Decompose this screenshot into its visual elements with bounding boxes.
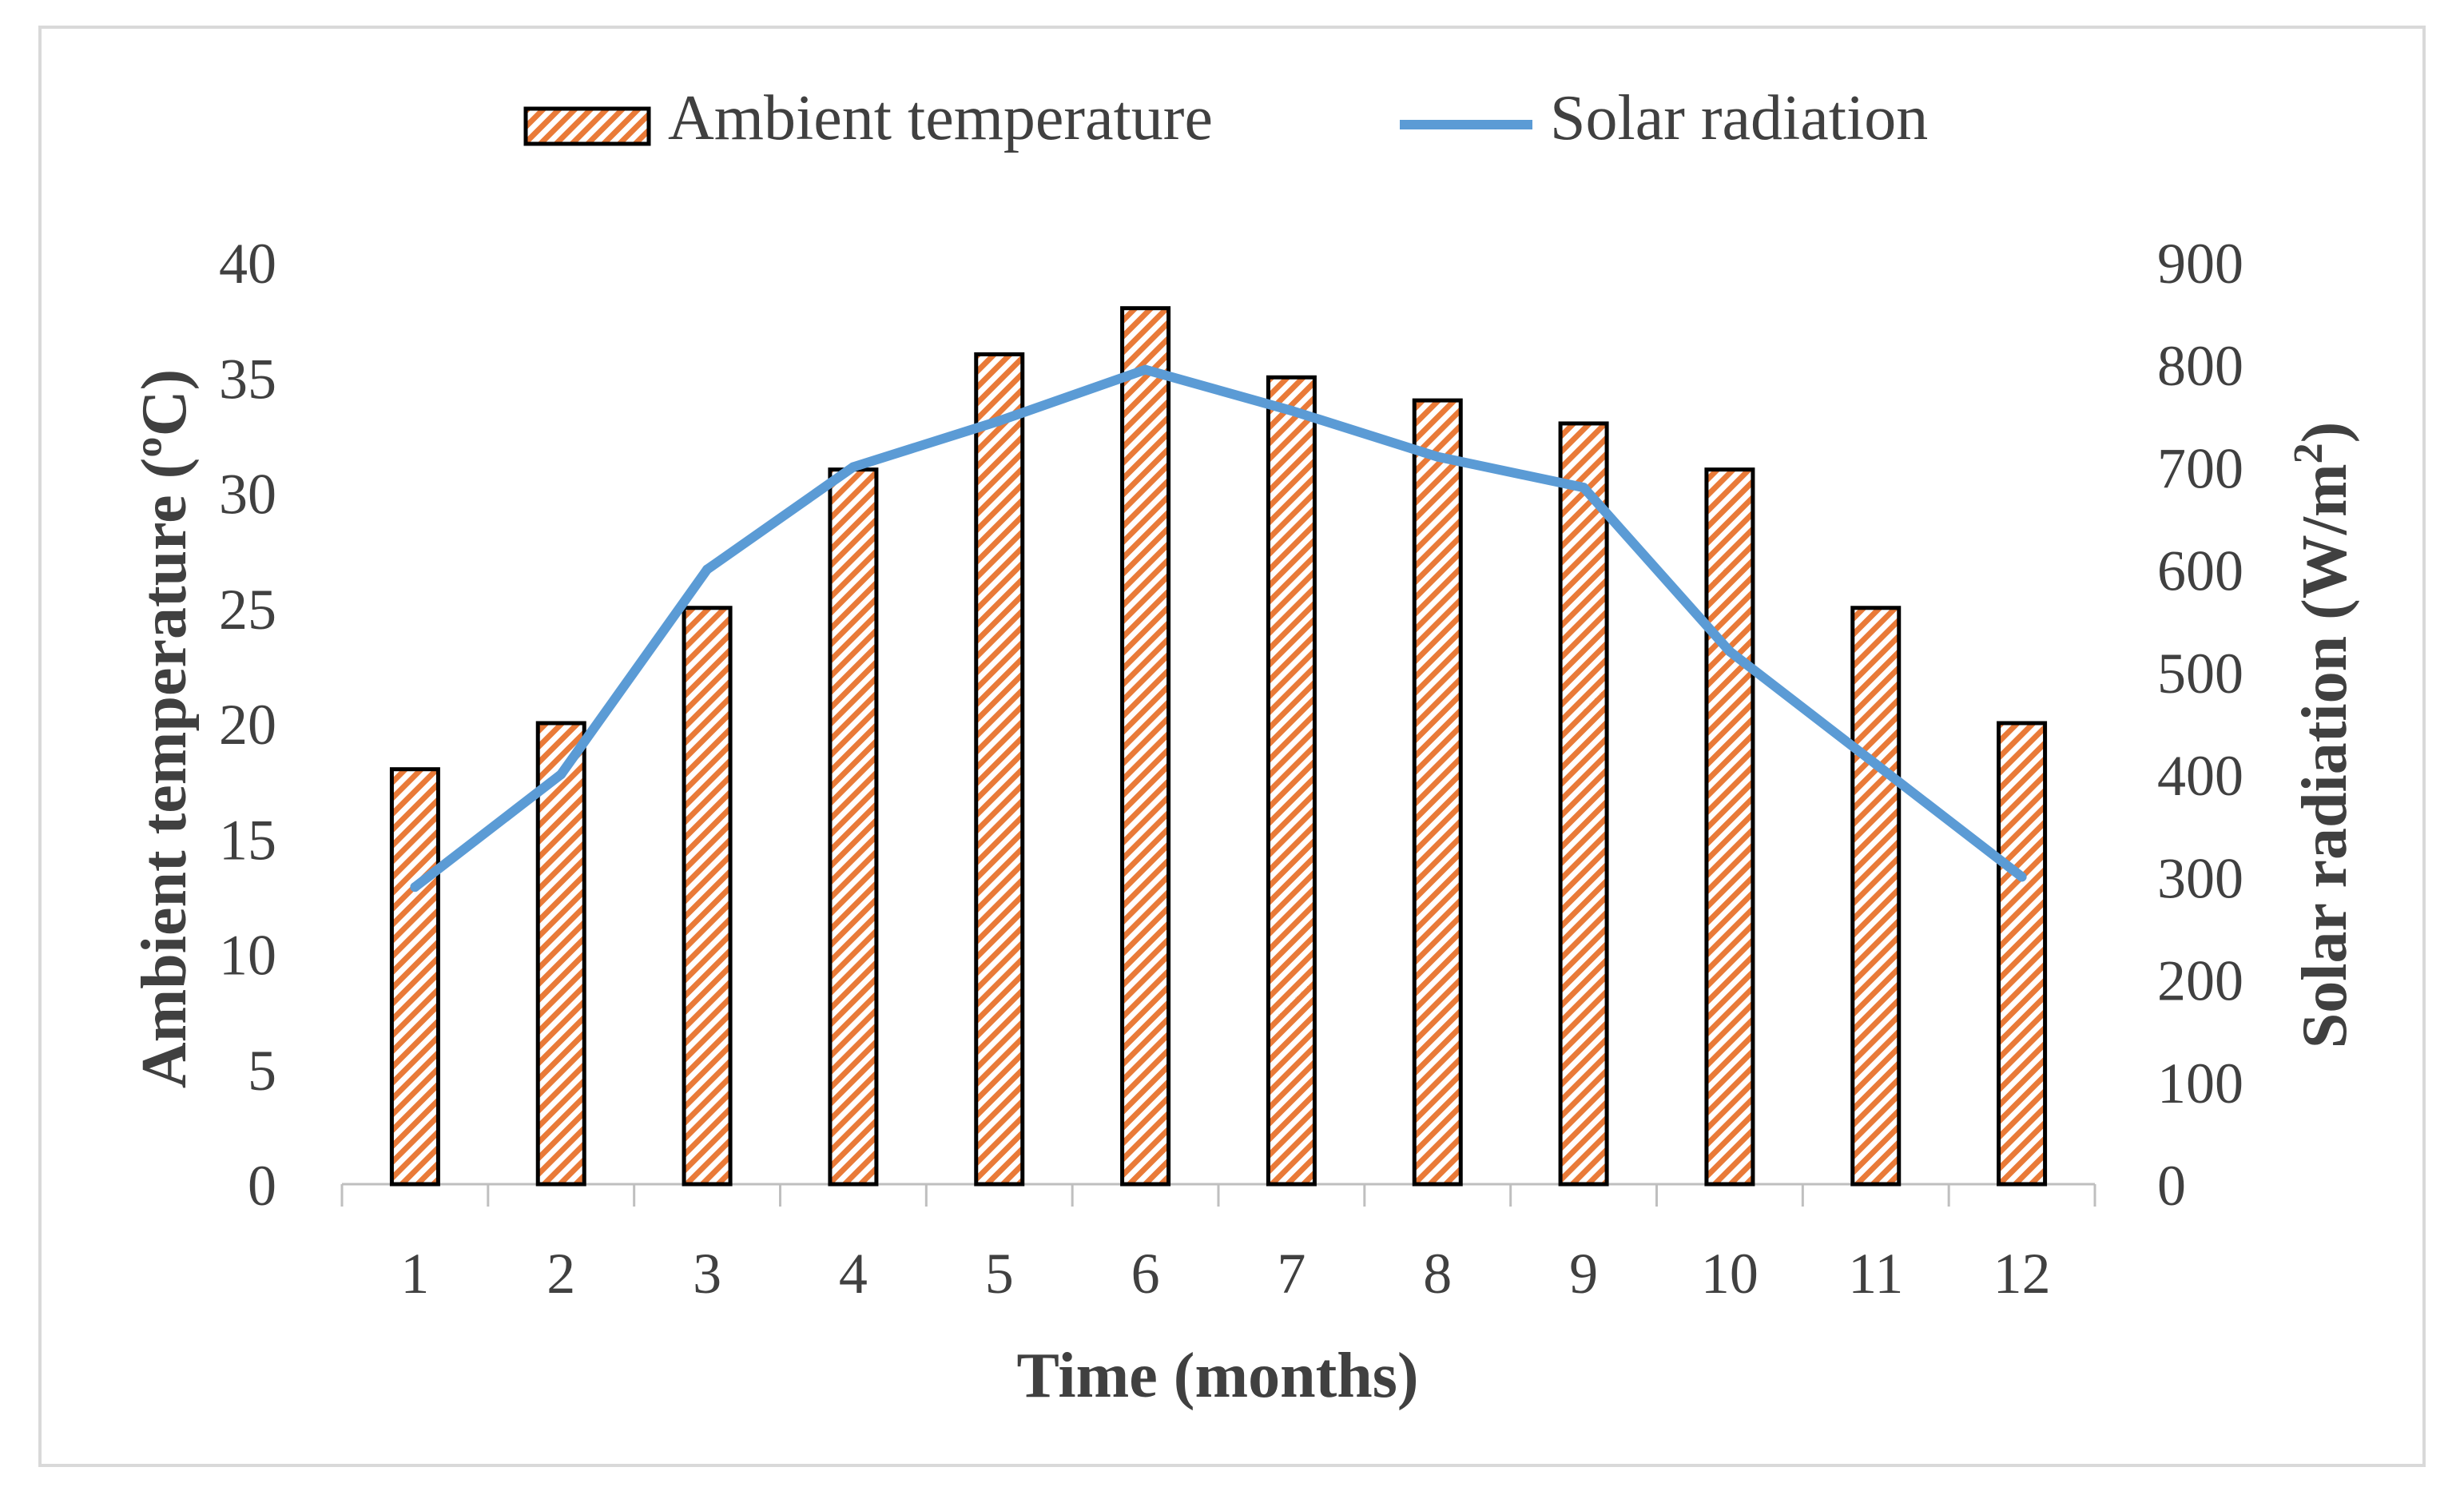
y-left-tick-label: 15 [219, 808, 276, 872]
axes [340, 1183, 2096, 1207]
y-right-tick-label: 800 [2157, 334, 2243, 398]
bar-ambient-temperature-month-9 [1558, 421, 1609, 1187]
point-solar-radiation-month-6 [1140, 364, 1151, 375]
bar-ambient-temperature-month-8 [1412, 398, 1463, 1187]
x-tick-label: 6 [1131, 1242, 1160, 1306]
x-tick-label: 12 [1993, 1242, 2051, 1306]
x-tick-label: 10 [1701, 1242, 1759, 1306]
point-solar-radiation-month-2 [556, 769, 566, 780]
tick-labels: 1 2 3 4 5 6 7 8 9 10 11 120510152025303540010020030… [219, 232, 2243, 1306]
y-left-tick-label: 25 [219, 578, 276, 642]
y-right-tick-label: 300 [2157, 846, 2243, 910]
bar-ambient-temperature-month-12 [1997, 721, 2048, 1187]
y-axis-left-title: Ambient temperature (ºC) [129, 369, 200, 1088]
y-left-tick-label: 35 [219, 347, 276, 411]
y-left-tick-label: 5 [248, 1039, 276, 1103]
y-left-tick-label: 10 [219, 924, 276, 988]
x-tick-label: 7 [1277, 1242, 1306, 1306]
chart-frame [38, 26, 2426, 1467]
point-solar-radiation-month-3 [702, 564, 713, 575]
y-right-tick-label: 100 [2157, 1052, 2243, 1115]
point-solar-radiation-month-5 [994, 415, 1004, 426]
x-tick-label: 8 [1423, 1242, 1452, 1306]
x-tick-label: 3 [693, 1242, 721, 1306]
legend-swatch-ambient-temperature [523, 106, 651, 146]
x-tick-label: 2 [546, 1242, 575, 1306]
line-series-solar-radiation [410, 364, 2027, 893]
bar-ambient-temperature-month-4 [828, 467, 879, 1187]
x-axis-title: Time (months) [1017, 1341, 1419, 1411]
y-axis-right-title: Solar radiation (W/m2) [2286, 422, 2360, 1049]
y-right-tick-label: 900 [2157, 232, 2243, 296]
point-solar-radiation-month-12 [2017, 872, 2027, 882]
y-right-tick-label: 700 [2157, 436, 2243, 500]
bar-ambient-temperature-month-5 [974, 352, 1025, 1187]
legend-label-ambient-temperature: Ambient temperature [668, 83, 1213, 153]
x-tick-label: 11 [1848, 1242, 1903, 1306]
y-right-tick-label: 200 [2157, 949, 2243, 1013]
x-tick-label: 1 [400, 1242, 429, 1306]
y-axis-right-title-superscript: 2 [2286, 443, 2331, 463]
bar-ambient-temperature-month-1 [389, 767, 440, 1187]
y-left-tick-label: 20 [219, 693, 276, 757]
legend-label-solar-radiation: Solar radiation [1550, 83, 1928, 153]
x-tick-label: 5 [985, 1242, 1014, 1306]
bar-series-ambient-temperature [389, 306, 2048, 1187]
y-left-tick-label: 0 [248, 1154, 276, 1218]
point-solar-radiation-month-7 [1286, 405, 1297, 415]
y-right-tick-label: 400 [2157, 744, 2243, 808]
line-solar-radiation [410, 364, 2027, 893]
point-solar-radiation-month-4 [848, 462, 858, 472]
point-solar-radiation-month-10 [1724, 646, 1735, 657]
bar-ambient-temperature-month-11 [1850, 606, 1902, 1187]
point-solar-radiation-month-11 [1870, 759, 1881, 769]
bar-ambient-temperature-month-10 [1704, 467, 1755, 1187]
x-tick-label: 9 [1569, 1242, 1598, 1306]
y-right-tick-label: 600 [2157, 539, 2243, 603]
point-solar-radiation-month-1 [410, 882, 420, 893]
bar-ambient-temperature-month-6 [1120, 306, 1171, 1187]
point-solar-radiation-month-8 [1433, 451, 1443, 462]
y-axis-right-title-main: Solar radiation (W/m [2290, 463, 2360, 1048]
y-left-tick-label: 30 [219, 463, 276, 527]
bar-ambient-temperature-month-7 [1266, 375, 1317, 1187]
bar-ambient-temperature-month-2 [535, 721, 586, 1187]
y-right-tick-label: 500 [2157, 642, 2243, 706]
y-right-tick-label: 0 [2157, 1154, 2186, 1218]
x-tick-label: 4 [839, 1242, 868, 1306]
point-solar-radiation-month-9 [1579, 483, 1589, 493]
legend: Ambient temperature Solar radiation [523, 83, 1928, 153]
y-axis-right-title-suffix: ) [2290, 422, 2360, 443]
bar-ambient-temperature-month-3 [682, 606, 733, 1187]
y-left-tick-label: 40 [219, 232, 276, 296]
